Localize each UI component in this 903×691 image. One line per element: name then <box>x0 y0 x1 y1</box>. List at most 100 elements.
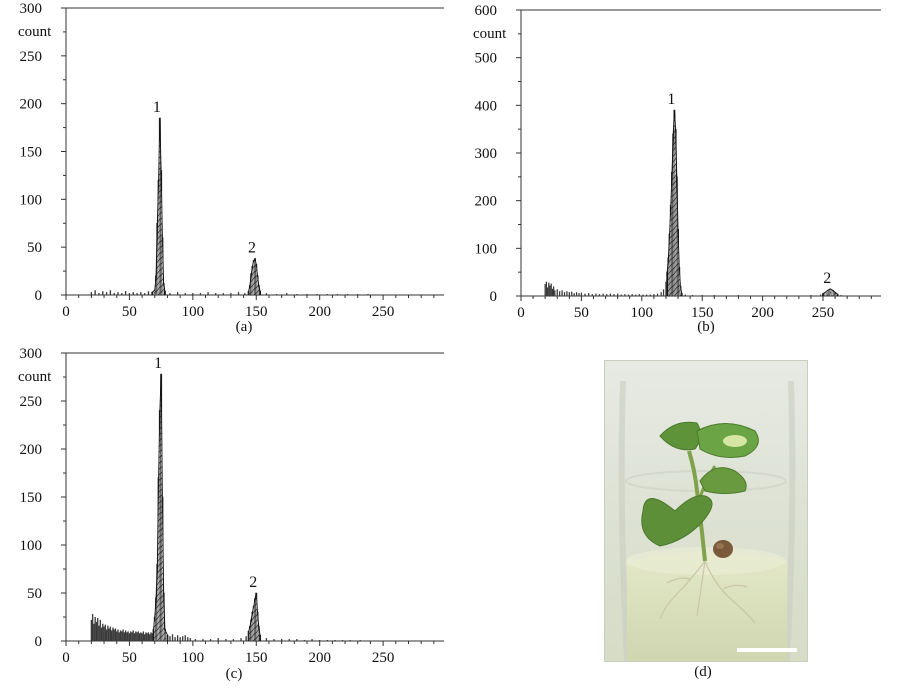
histogram-bar <box>94 617 96 641</box>
x-tick-label: 50 <box>574 305 589 321</box>
histogram-bar <box>580 292 583 296</box>
histogram-bar <box>187 637 189 641</box>
histogram-bar <box>545 281 547 296</box>
histogram-bar <box>182 636 184 641</box>
histogram-bar <box>326 640 328 641</box>
histogram-bar <box>653 294 655 296</box>
histogram-a-svg: 0 50 100 150 200 250 300 0 50 100 150 200 250 count 1 2 <box>18 1 444 320</box>
histogram-panel-b: 0 100 200 300 400 500 600 0 50 100 150 200 250 count 1… <box>455 0 900 321</box>
histogram-bar <box>132 630 134 641</box>
y-tick-label: 250 <box>20 49 43 65</box>
histogram-bar <box>128 633 131 641</box>
histogram-bar <box>119 630 122 641</box>
histogram-bar <box>105 629 108 641</box>
histogram-bar <box>140 292 142 295</box>
peak-outline-2 <box>248 592 261 641</box>
plantlet-illustration <box>605 361 807 661</box>
y-tick-label: 150 <box>20 145 43 161</box>
histogram-bar <box>588 293 590 296</box>
histogram-bar <box>642 294 644 296</box>
leaf-variegation <box>723 435 747 447</box>
histogram-bar <box>121 293 123 295</box>
histogram-bar <box>646 294 648 296</box>
histogram-c-svg: 0 50 100 150 200 250 300 0 50 100 150 200 250 count 1 2 <box>18 346 444 666</box>
histogram-bar <box>117 292 119 295</box>
histogram-bar <box>627 294 630 296</box>
histogram-bar <box>725 295 727 297</box>
histogram-bar <box>126 632 128 641</box>
histogram-bar <box>149 634 151 641</box>
roots <box>659 560 756 624</box>
histogram-bar <box>288 639 290 641</box>
x-tick-label: 50 <box>122 304 137 320</box>
histogram-bar <box>189 638 191 641</box>
histogram-bar <box>176 292 179 295</box>
histogram-bar <box>91 614 94 641</box>
y-tick-label: 150 <box>20 490 43 506</box>
histogram-bar <box>109 626 112 641</box>
histogram-bar <box>296 639 298 641</box>
histogram-bar <box>136 632 138 641</box>
peak-label-1: 1 <box>154 355 162 372</box>
histogram-bar <box>303 640 306 641</box>
histogram-bar <box>554 290 556 296</box>
histogram-bar <box>552 286 555 296</box>
histogram-bar <box>232 639 235 641</box>
histogram-bar <box>171 634 174 641</box>
histogram-bar <box>660 292 662 296</box>
y-axis-unit-label: count <box>473 26 507 42</box>
histogram-bar <box>136 293 138 295</box>
histogram-bar <box>207 292 209 295</box>
histogram-bar <box>334 640 336 641</box>
histogram-bar <box>141 633 143 641</box>
histogram-bar <box>230 293 232 295</box>
y-tick-label: 100 <box>20 192 43 208</box>
histogram-bar <box>631 294 633 296</box>
histogram-bar <box>95 621 98 641</box>
histogram-bar <box>609 293 612 296</box>
histogram-bar <box>563 292 566 296</box>
explant <box>713 540 733 558</box>
x-tick-label: 200 <box>751 305 774 321</box>
histogram-bar <box>199 293 202 295</box>
histogram-bar <box>341 640 344 641</box>
histogram-bar <box>840 295 842 296</box>
histogram-bar <box>665 281 667 296</box>
histogram-bar <box>111 630 113 641</box>
histogram-panel-a: 0 50 100 150 200 250 300 0 50 100 150 200 250 count 1 2 <box>0 0 450 320</box>
leaf-lower-left <box>641 495 713 547</box>
histogram-bar <box>568 292 570 296</box>
x-tick-label: 150 <box>245 650 268 666</box>
vessel-edge-right <box>784 380 796 661</box>
histogram-bar <box>584 293 586 296</box>
histogram-bar <box>135 631 137 641</box>
histogram-bar <box>133 633 136 641</box>
histogram-bar <box>701 295 703 296</box>
histogram-bar <box>179 637 181 641</box>
histogram-b-svg: 0 100 200 300 400 500 600 0 50 100 150 200 250 count 1… <box>473 3 881 321</box>
histogram-bar <box>105 292 108 295</box>
scale-bar <box>737 648 797 652</box>
histogram-bar <box>649 294 651 296</box>
histogram-bar <box>635 294 637 296</box>
x-tick-label: 250 <box>372 304 395 320</box>
histogram-bar <box>296 294 298 295</box>
histogram-bar <box>549 285 551 296</box>
histogram-bar <box>336 294 339 295</box>
histogram-bar <box>184 635 186 641</box>
histogram-bar <box>595 293 597 296</box>
histogram-bar <box>662 289 665 296</box>
y-tick-label: 0 <box>35 634 43 650</box>
histogram-bar <box>550 283 552 296</box>
histogram-bar <box>548 282 550 296</box>
y-tick-label: 300 <box>20 1 43 17</box>
vessel-edge-left <box>618 380 630 661</box>
histogram-bar <box>244 293 246 295</box>
histogram-bar <box>606 294 608 296</box>
histogram-bar <box>98 293 100 295</box>
histogram-bar <box>225 639 227 641</box>
histogram-bar <box>774 295 776 297</box>
x-tick-label: 200 <box>308 304 331 320</box>
histogram-bar <box>128 293 131 295</box>
histogram-bar <box>237 292 240 295</box>
